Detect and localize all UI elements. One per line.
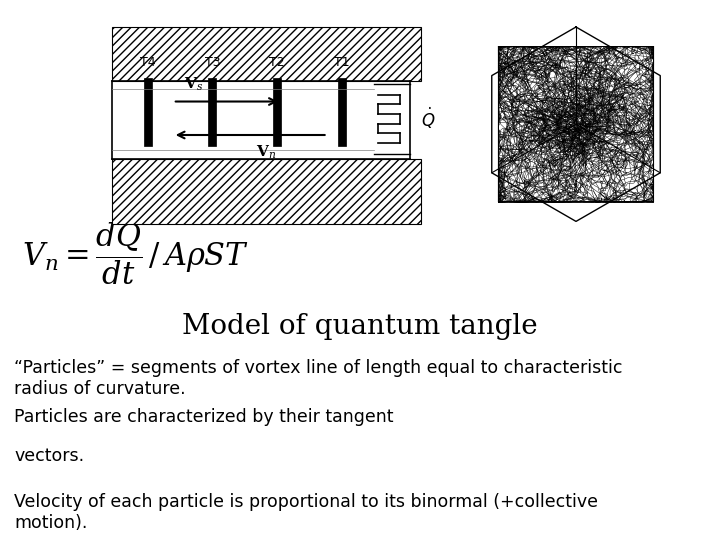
Text: Velocity of each particle is proportional to its binormal (+collective
motion).: Velocity of each particle is proportiona… (14, 493, 598, 532)
Text: vectors.: vectors. (14, 447, 84, 464)
Bar (338, 78, 346, 146)
Text: Model of quantum tangle: Model of quantum tangle (182, 313, 538, 340)
Text: “Particles” = segments of vortex line of length equal to characteristic
radius o: “Particles” = segments of vortex line of… (14, 359, 623, 398)
Text: $\dot{Q}$: $\dot{Q}$ (421, 106, 436, 131)
Text: $\mathbf{V}_n$: $\mathbf{V}_n$ (256, 143, 276, 160)
Bar (274, 78, 282, 146)
Text: T3: T3 (204, 56, 220, 69)
Bar (209, 78, 217, 146)
Text: T1: T1 (334, 56, 350, 69)
Text: T2: T2 (269, 56, 285, 69)
Text: $V_n = \dfrac{dQ}{dt}\,/\,A\rho ST$: $V_n = \dfrac{dQ}{dt}\,/\,A\rho ST$ (22, 220, 248, 287)
Bar (144, 78, 152, 146)
Text: T4: T4 (140, 56, 156, 69)
Bar (112, 27, 421, 81)
Bar (112, 159, 421, 224)
Text: $\mathbf{V}_s$: $\mathbf{V}_s$ (184, 76, 203, 93)
Text: Particles are characterized by their tangent: Particles are characterized by their tan… (14, 408, 400, 426)
